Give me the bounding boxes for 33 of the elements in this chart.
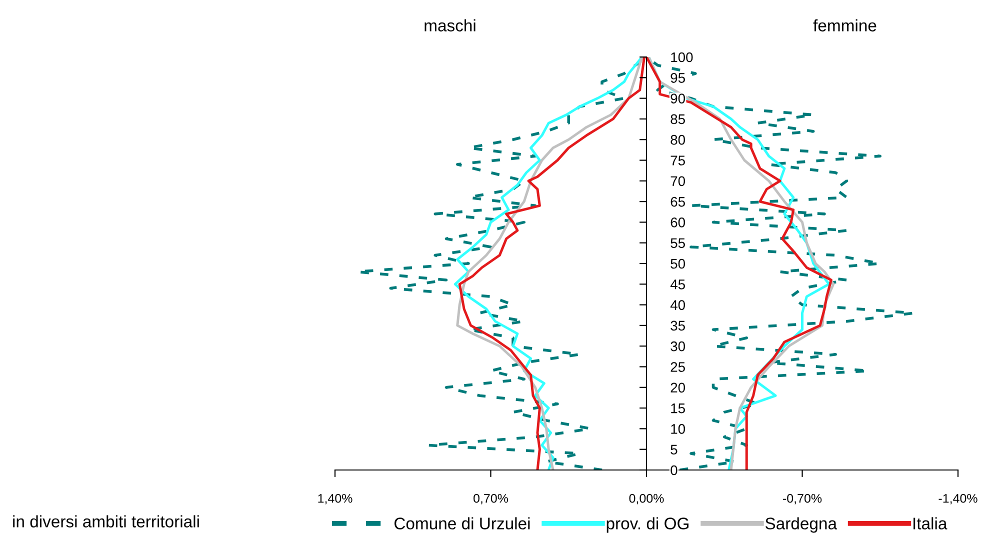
legend-label: prov. di OG bbox=[606, 517, 688, 533]
y-tick-label: 20 bbox=[670, 382, 686, 393]
y-tick-label: 95 bbox=[670, 72, 685, 83]
y-tick-label: 5 bbox=[670, 444, 678, 455]
y-tick-label: 25 bbox=[670, 362, 685, 372]
y-tick-label: 65 bbox=[670, 196, 685, 207]
text: femmine bbox=[813, 19, 876, 32]
x-tick-label: 1,40% bbox=[318, 494, 352, 504]
x-tick-label: 0,70% bbox=[474, 494, 508, 504]
y-tick-label: 15 bbox=[671, 404, 685, 414]
y-tick-label: 10 bbox=[671, 424, 686, 434]
text: maschi bbox=[424, 19, 476, 32]
legend-label: Italia bbox=[914, 517, 948, 530]
x-tick-label: 0,00% bbox=[629, 494, 664, 504]
y-tick-label: 90 bbox=[670, 94, 686, 104]
y-tick-label: 70 bbox=[670, 176, 686, 186]
y-tick-label: 80 bbox=[670, 134, 686, 145]
y-tick-label: 60 bbox=[670, 218, 686, 228]
y-tick-label: 45 bbox=[670, 280, 685, 290]
x-tick-label: -0,70% bbox=[783, 494, 822, 504]
y-tick-label: 85 bbox=[670, 114, 685, 124]
legend-label: Comune di Urzulei bbox=[394, 517, 530, 530]
y-tick-label: 50 bbox=[670, 258, 686, 269]
y-tick-label: 30 bbox=[670, 341, 686, 352]
y-tick-label: 0 bbox=[670, 465, 678, 476]
x-tick-label: -1,40% bbox=[938, 494, 978, 504]
y-tick-label: 35 bbox=[670, 320, 685, 331]
y-tick-label: 40 bbox=[670, 300, 686, 310]
y-tick-label: 55 bbox=[670, 238, 685, 248]
legend-label: Sardegna bbox=[765, 517, 838, 533]
y-tick-label: 75 bbox=[670, 156, 685, 166]
y-tick-label: 100 bbox=[671, 52, 693, 62]
text: in diversi ambiti territoriali bbox=[13, 515, 199, 528]
